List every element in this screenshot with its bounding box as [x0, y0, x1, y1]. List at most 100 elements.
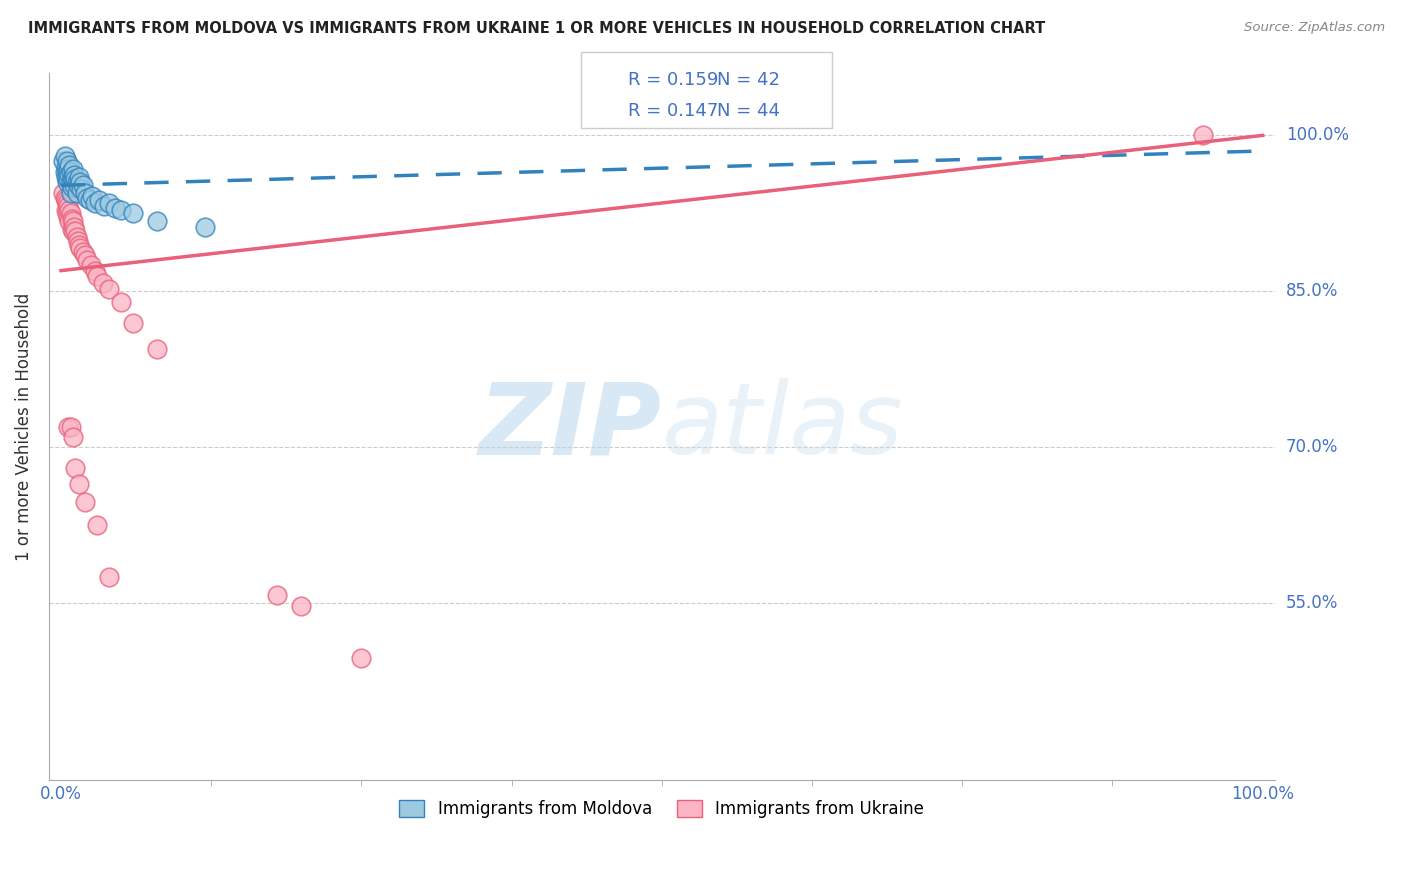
- Point: [62, 224, 84, 238]
- Point: [63, 219, 86, 234]
- Point: [62, 213, 84, 227]
- Point: [58, 210, 80, 224]
- Point: [53, 165, 76, 179]
- Point: [58, 168, 80, 182]
- Point: [58, 157, 80, 171]
- Point: [58, 199, 80, 213]
- Text: IMMIGRANTS FROM MOLDOVA VS IMMIGRANTS FROM UKRAINE 1 OR MORE VEHICLES IN HOUSEHO: IMMIGRANTS FROM MOLDOVA VS IMMIGRANTS FR…: [28, 21, 1046, 36]
- Y-axis label: 1 or more Vehicles in Household: 1 or more Vehicles in Household: [15, 293, 32, 561]
- Point: [69, 241, 91, 255]
- Point: [290, 599, 312, 613]
- Point: [86, 268, 108, 283]
- Text: R = 0.159: R = 0.159: [628, 71, 718, 89]
- Point: [91, 276, 114, 290]
- Point: [55, 193, 77, 207]
- Point: [52, 186, 75, 200]
- Point: [73, 494, 96, 508]
- Legend: Immigrants from Moldova, Immigrants from Ukraine: Immigrants from Moldova, Immigrants from…: [392, 794, 931, 825]
- Point: [350, 650, 373, 665]
- Text: N = 44: N = 44: [717, 102, 780, 120]
- Point: [76, 191, 98, 205]
- Point: [56, 154, 79, 169]
- Point: [59, 419, 82, 434]
- Point: [56, 206, 79, 220]
- Point: [65, 230, 87, 244]
- Point: [58, 203, 80, 218]
- Point: [60, 169, 83, 184]
- Point: [72, 178, 94, 193]
- Point: [73, 186, 96, 200]
- Point: [65, 224, 87, 238]
- Point: [58, 419, 80, 434]
- Point: [67, 476, 90, 491]
- Point: [146, 213, 169, 227]
- Point: [58, 161, 80, 176]
- Text: 85.0%: 85.0%: [1286, 283, 1339, 301]
- Point: [65, 172, 87, 186]
- Point: [98, 570, 121, 584]
- Point: [60, 180, 83, 194]
- Point: [56, 196, 79, 211]
- Point: [56, 175, 79, 189]
- Point: [67, 169, 90, 184]
- Point: [93, 199, 115, 213]
- Point: [63, 178, 86, 193]
- Point: [1191, 128, 1213, 143]
- Text: 100.0%: 100.0%: [1286, 127, 1348, 145]
- Point: [79, 193, 101, 207]
- Point: [58, 213, 80, 227]
- Point: [72, 244, 94, 259]
- Point: [63, 168, 86, 182]
- Point: [56, 165, 79, 179]
- Point: [55, 160, 77, 174]
- Text: ZIP: ZIP: [479, 378, 662, 475]
- Point: [70, 182, 93, 196]
- Point: [53, 191, 76, 205]
- Point: [62, 161, 84, 176]
- Point: [59, 186, 82, 200]
- Point: [62, 172, 84, 186]
- Point: [60, 222, 83, 236]
- Point: [59, 175, 82, 189]
- Point: [110, 203, 132, 218]
- Point: [146, 342, 169, 356]
- Point: [66, 235, 89, 249]
- Point: [82, 188, 104, 202]
- Point: [60, 211, 83, 226]
- Point: [65, 175, 87, 189]
- Point: [66, 178, 89, 193]
- Point: [98, 282, 121, 296]
- Point: [110, 294, 132, 309]
- Point: [83, 196, 105, 211]
- Point: [65, 186, 87, 200]
- Point: [86, 518, 108, 533]
- Point: [52, 154, 75, 169]
- Point: [76, 253, 98, 268]
- Point: [58, 172, 80, 186]
- Point: [89, 193, 111, 207]
- Point: [122, 206, 145, 220]
- Point: [98, 196, 121, 211]
- Text: Source: ZipAtlas.com: Source: ZipAtlas.com: [1244, 21, 1385, 34]
- Text: N = 42: N = 42: [717, 71, 780, 89]
- Point: [104, 201, 127, 215]
- Point: [266, 588, 288, 602]
- Point: [55, 169, 77, 184]
- Point: [53, 149, 76, 163]
- Text: atlas: atlas: [662, 378, 904, 475]
- Point: [69, 175, 91, 189]
- Point: [73, 248, 96, 262]
- Point: [65, 461, 87, 475]
- Point: [80, 259, 103, 273]
- Point: [55, 203, 77, 218]
- Point: [62, 430, 84, 444]
- Point: [59, 206, 82, 220]
- Point: [194, 219, 217, 234]
- Text: 55.0%: 55.0%: [1286, 594, 1339, 613]
- Point: [83, 263, 105, 277]
- Point: [67, 237, 90, 252]
- Text: 70.0%: 70.0%: [1286, 439, 1339, 457]
- Text: R = 0.147: R = 0.147: [628, 102, 718, 120]
- Point: [59, 165, 82, 179]
- Point: [122, 316, 145, 330]
